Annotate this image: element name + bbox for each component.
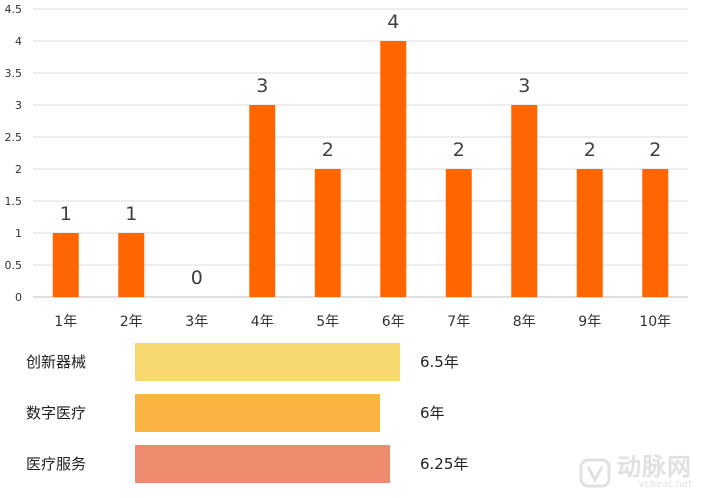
data-label: 2 (322, 139, 334, 161)
data-label: 3 (518, 75, 530, 97)
hbar-value-label: 6.5年 (420, 353, 459, 371)
watermark-logo-icon (579, 458, 611, 487)
x-tick-label: 5年 (316, 314, 339, 330)
bar (511, 105, 538, 297)
hbar-category-label: 医疗服务 (26, 455, 87, 473)
watermark: 动脉网 vcbeat.net (579, 455, 692, 490)
bar (576, 169, 603, 297)
bar (445, 169, 472, 297)
y-tick-label: 3.5 (5, 67, 23, 80)
x-tick-label: 9年 (578, 314, 601, 330)
hbar (135, 394, 380, 432)
y-tick-label: 0 (15, 291, 22, 304)
data-label: 2 (649, 139, 661, 161)
y-tick-label: 1.5 (5, 195, 23, 208)
data-label: 3 (256, 75, 268, 97)
x-tick-label: 8年 (513, 314, 536, 330)
y-tick-label: 0.5 (5, 259, 23, 272)
x-tick-label: 7年 (447, 314, 470, 330)
y-tick-label: 4.5 (5, 3, 23, 16)
data-label: 0 (191, 267, 203, 289)
bar (52, 233, 79, 297)
bar (118, 233, 145, 297)
bar (249, 105, 276, 297)
watermark-sub-text: vcbeat.net (638, 479, 692, 490)
hbar-value-label: 6.25年 (420, 455, 469, 473)
y-tick-label: 4 (15, 35, 22, 48)
hbar-category-label: 数字医疗 (26, 404, 87, 422)
x-tick-label: 6年 (382, 314, 405, 330)
data-label: 1 (125, 203, 137, 225)
y-tick-label: 2.5 (5, 131, 23, 144)
y-tick-label: 2 (15, 163, 22, 176)
data-label: 1 (60, 203, 72, 225)
bar (380, 41, 407, 297)
hbar (135, 445, 390, 483)
x-tick-label: 2年 (120, 314, 143, 330)
bar (642, 169, 669, 297)
x-tick-label: 10年 (639, 314, 671, 330)
data-label: 4 (387, 11, 399, 33)
x-tick-label: 3年 (185, 314, 208, 330)
watermark-main-text: 动脉网 (617, 453, 692, 481)
hbar-value-label: 6年 (420, 404, 445, 422)
x-tick-label: 4年 (251, 314, 274, 330)
y-tick-label: 3 (15, 99, 22, 112)
x-tick-label: 1年 (54, 314, 77, 330)
hbar (135, 343, 400, 381)
vertical-bar-chart: 0 0.5 1 1.5 2 2.5 3 3.5 4 4.5 1 1年 1 2年 0 3年 3 4年 2 5年 4 6年 2 7… (5, 3, 688, 330)
y-tick-label: 1 (15, 227, 22, 240)
bar (314, 169, 341, 297)
data-label: 2 (584, 139, 596, 161)
hbar-category-label: 创新器械 (26, 353, 87, 371)
data-label: 2 (453, 139, 465, 161)
